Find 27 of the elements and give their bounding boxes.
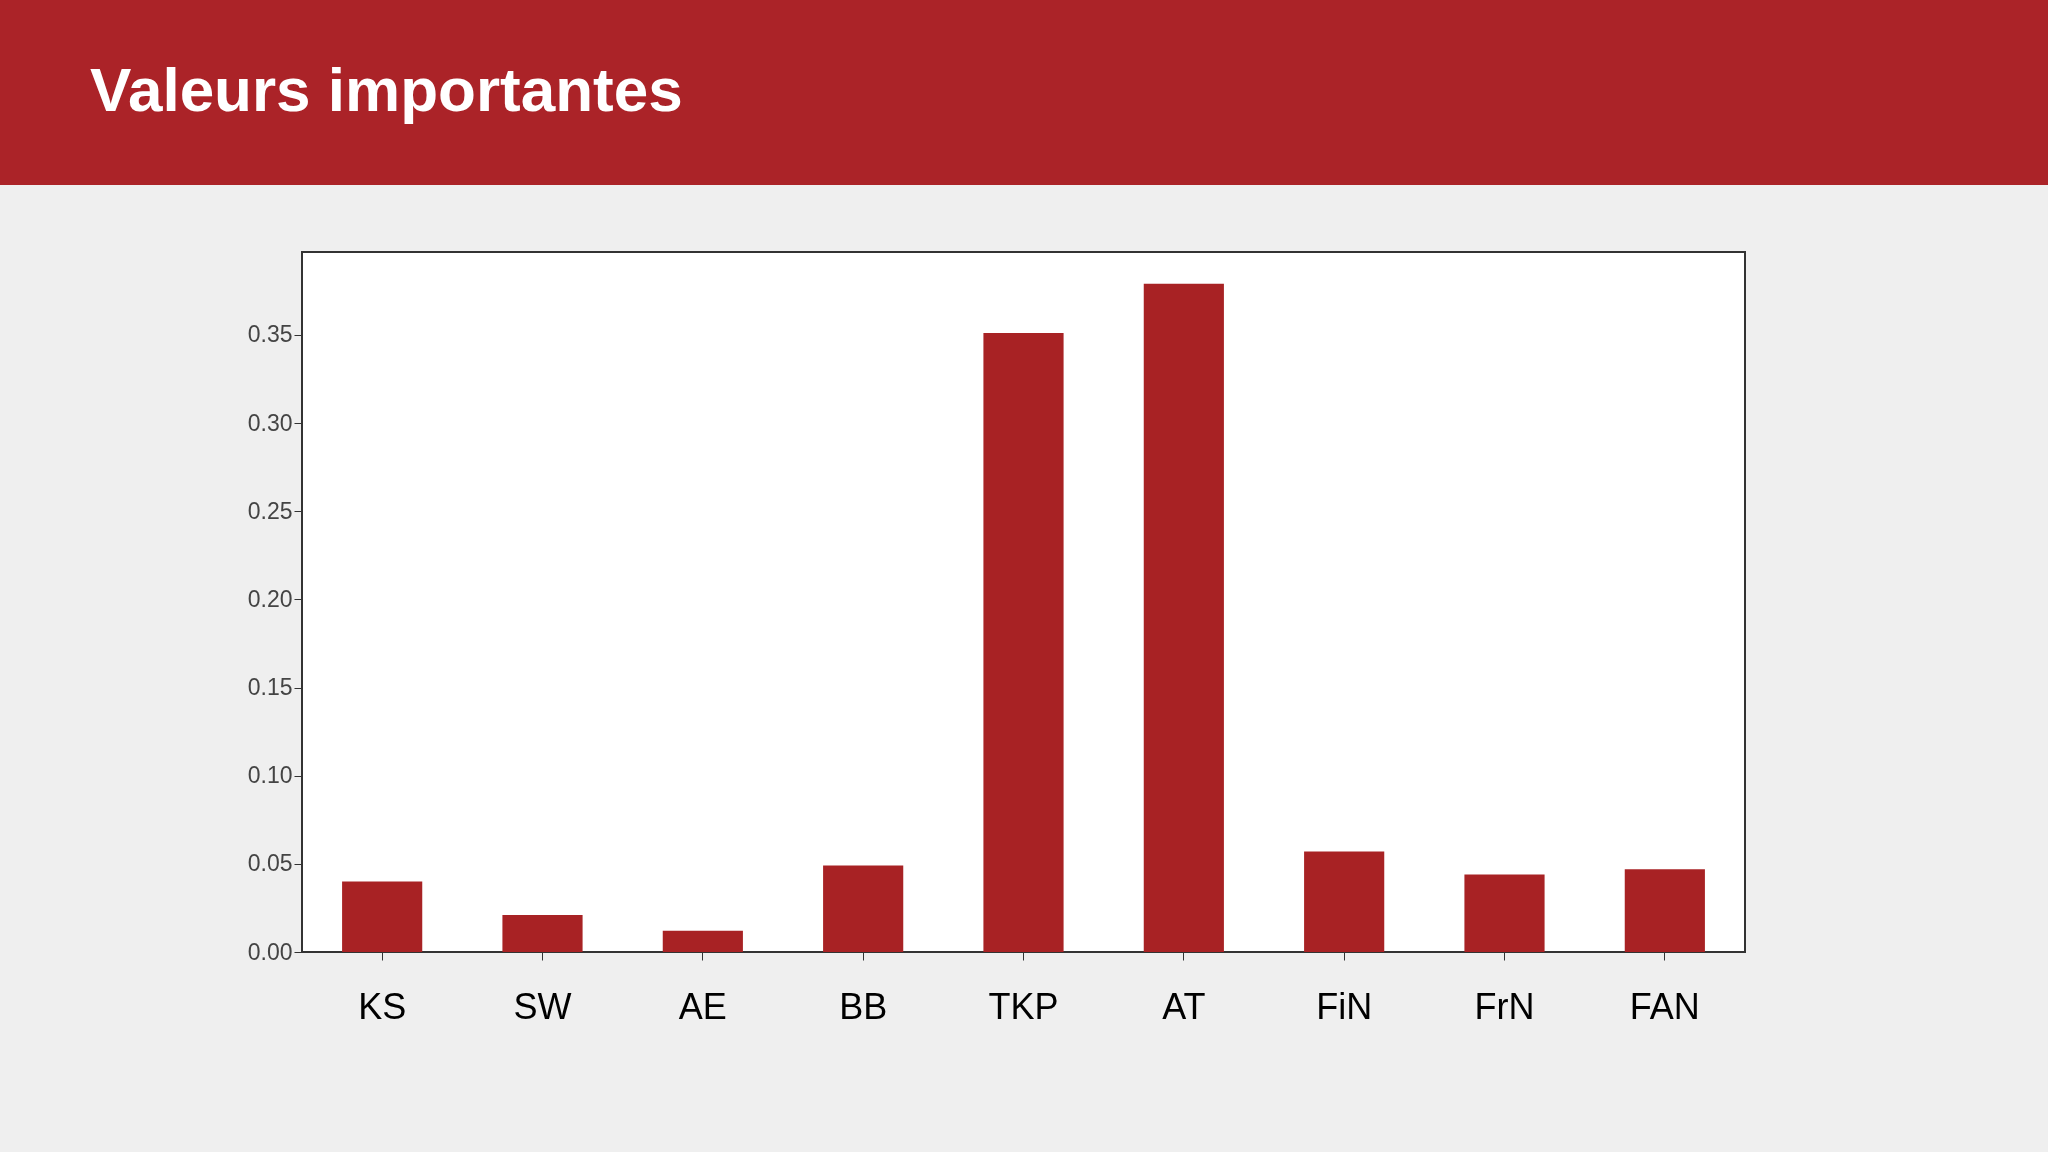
y-tick-label: 0.30 xyxy=(247,409,293,436)
bar xyxy=(662,930,743,952)
x-tick-label: FrN xyxy=(1474,985,1535,1027)
bar xyxy=(983,333,1064,952)
y-tick-label: 0.00 xyxy=(247,938,293,965)
bar xyxy=(1624,869,1705,952)
x-tick-label: SW xyxy=(513,985,572,1027)
x-tick-label: AT xyxy=(1162,985,1206,1027)
bar xyxy=(502,914,583,952)
y-tick-label: 0.25 xyxy=(247,497,293,524)
y-tick-label: 0.35 xyxy=(247,321,293,348)
x-tick-label: AE xyxy=(678,985,727,1027)
x-tick-label: KS xyxy=(358,985,407,1027)
bar xyxy=(1143,283,1224,952)
chart-title: Valeurs importantes xyxy=(90,55,683,124)
y-tick-label: 0.20 xyxy=(247,585,293,612)
y-tick-label: 0.10 xyxy=(247,762,293,789)
y-tick-label: 0.05 xyxy=(247,850,293,877)
bar xyxy=(1304,851,1385,952)
bar xyxy=(342,881,423,952)
bar xyxy=(823,865,904,952)
x-tick-label: TKP xyxy=(988,985,1059,1027)
x-tick-label: BB xyxy=(839,985,888,1027)
x-tick-label: FiN xyxy=(1316,985,1373,1027)
y-tick-label: 0.15 xyxy=(247,674,293,701)
bar xyxy=(1464,874,1545,952)
x-tick-label: FAN xyxy=(1629,985,1700,1027)
